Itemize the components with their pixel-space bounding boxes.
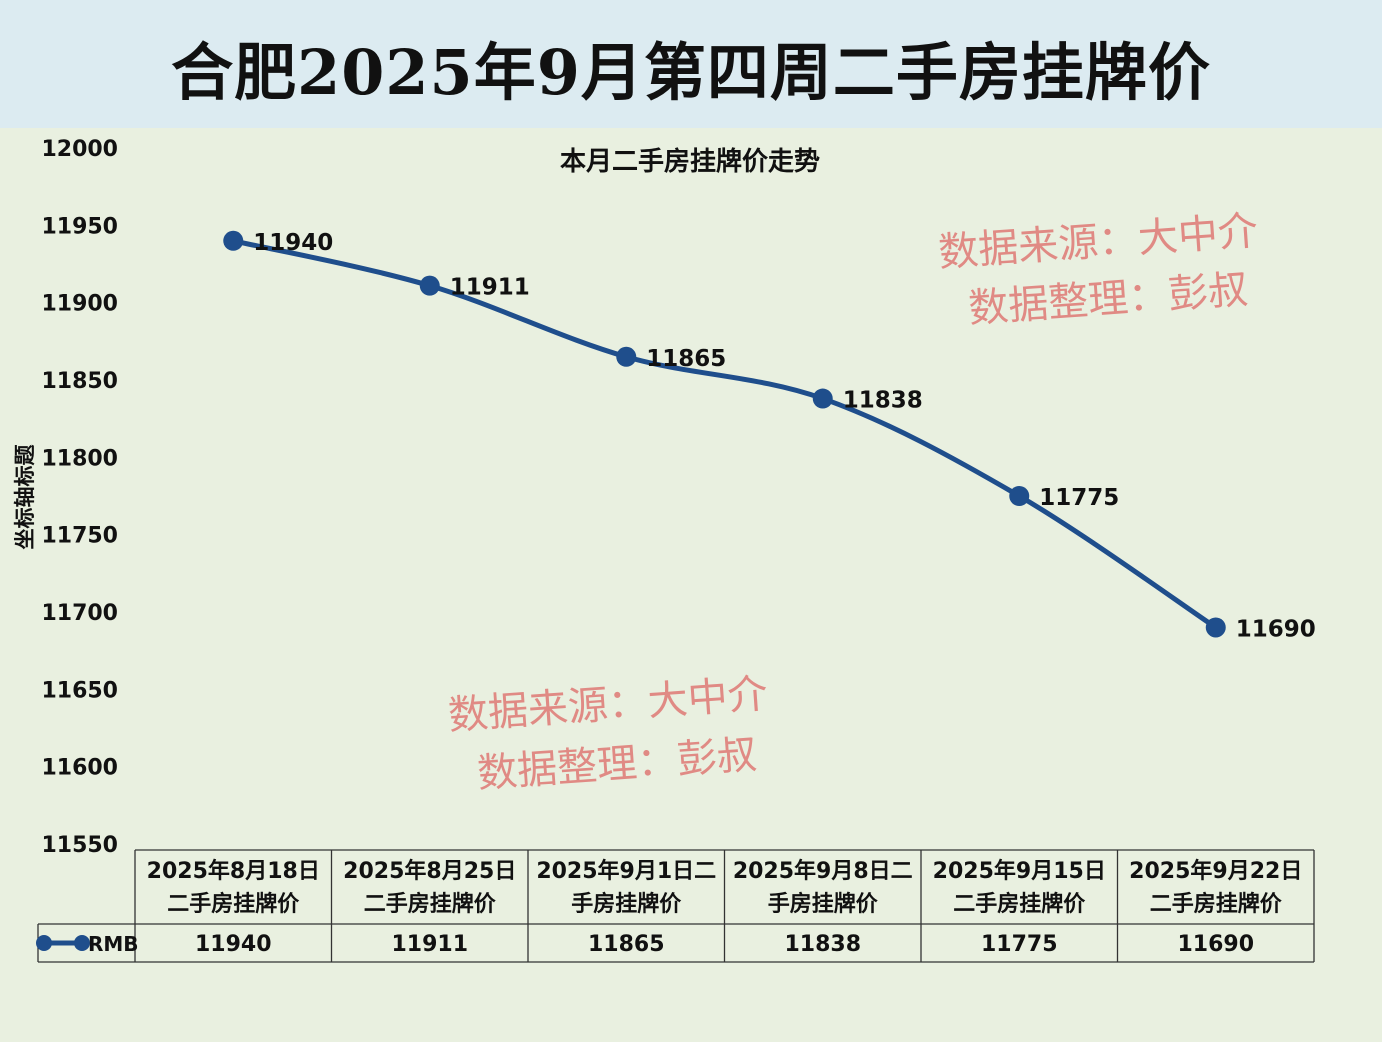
x-category-label: 二手房挂牌价	[364, 891, 497, 917]
y-tick-label: 11550	[41, 833, 118, 858]
series-line-rmb	[230, 238, 1219, 630]
data-point	[223, 230, 244, 251]
data-label: 11865	[646, 346, 726, 372]
x-category-label: 二手房挂牌价	[1150, 891, 1283, 917]
y-tick-label: 11650	[41, 678, 118, 703]
y-tick-label: 11700	[41, 601, 118, 626]
table-value-cell: 11838	[784, 932, 861, 957]
watermark: 数据来源：大中介 数据整理：彭叔	[447, 671, 769, 797]
data-label: 11838	[843, 388, 923, 414]
x-category-label: 2025年8月25日	[343, 858, 516, 884]
table-value-cell: 11775	[981, 932, 1058, 957]
series-points	[223, 230, 1226, 638]
data-table: 2025年8月18日二手房挂牌价2025年8月25日二手房挂牌价2025年9月1…	[36, 849, 1315, 963]
data-label: 11775	[1039, 485, 1119, 511]
table-value-cell: 11690	[1177, 932, 1254, 957]
page-title: 合肥2025年9月第四周二手房挂牌价	[171, 36, 1211, 109]
y-tick-label: 11850	[41, 369, 118, 394]
legend-marker	[36, 935, 52, 951]
data-point	[1205, 617, 1226, 638]
y-tick-label: 11750	[41, 524, 118, 549]
y-tick-label: 11800	[41, 446, 118, 471]
data-labels: 11940 11911 11865 11838 11775 11690	[253, 230, 1316, 643]
table-value-cell: 11865	[588, 932, 665, 957]
y-tick-label: 11600	[41, 756, 118, 781]
legend-series-name: RMB	[88, 932, 139, 956]
watermark-source: 数据来源：大中介	[937, 208, 1259, 276]
watermark-editor: 数据整理：彭叔	[967, 267, 1250, 332]
x-category-label: 手房挂牌价	[768, 891, 879, 917]
data-point	[616, 346, 637, 367]
legend-marker	[74, 935, 90, 951]
table-value-cell: 11940	[195, 932, 272, 957]
y-tick-label: 11950	[41, 214, 118, 239]
x-category-label: 手房挂牌价	[571, 891, 682, 917]
y-tick-label: 11900	[41, 292, 118, 317]
y-axis-title: 坐标轴标题	[13, 444, 37, 550]
data-point	[1009, 486, 1030, 506]
x-category-label: 2025年9月1日二	[536, 858, 716, 884]
data-label: 11690	[1236, 616, 1316, 642]
data-label: 11940	[253, 230, 333, 256]
watermark-editor: 数据整理：彭叔	[476, 732, 759, 797]
title-banner: 合肥2025年9月第四周二手房挂牌价	[0, 0, 1382, 128]
x-category-label: 2025年9月8日二	[733, 858, 913, 884]
x-category-label: 二手房挂牌价	[953, 891, 1086, 917]
chart-title: 本月二手房挂牌价走势	[560, 146, 820, 177]
y-tick-label: 12000	[41, 137, 118, 162]
watermark: 数据来源：大中介 数据整理：彭叔	[937, 208, 1259, 332]
data-label: 11911	[450, 275, 530, 301]
x-category-label: 二手房挂牌价	[167, 891, 300, 917]
x-category-label: 2025年9月22日	[1129, 858, 1302, 884]
y-axis-ticks: 11550 11600 11650 11700 11750 11800 11850 11900…	[41, 137, 118, 858]
watermark-source: 数据来源：大中介	[447, 671, 769, 739]
x-category-label: 2025年9月15日	[933, 858, 1106, 884]
data-point	[419, 275, 440, 296]
table-value-cell: 11911	[391, 932, 468, 957]
data-point	[812, 388, 833, 409]
x-category-label: 2025年8月18日	[147, 858, 320, 884]
